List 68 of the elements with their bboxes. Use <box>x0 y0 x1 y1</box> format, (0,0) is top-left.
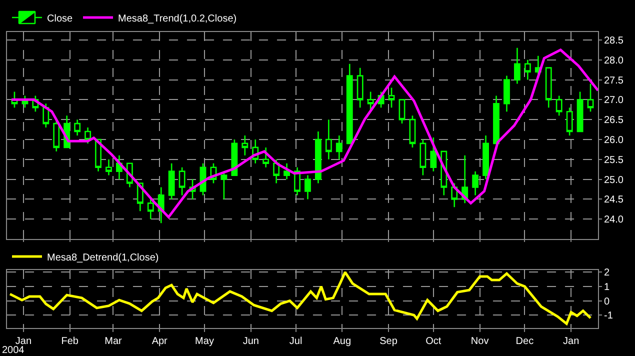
candlestick <box>587 83 594 112</box>
y-tick-label: 1 <box>604 282 610 293</box>
candlestick <box>545 67 552 108</box>
candlestick <box>493 95 500 144</box>
candlestick <box>398 99 406 124</box>
candlestick <box>74 118 81 136</box>
legend-label: Mesa8_Detrend(1,Close) <box>47 252 159 264</box>
y-tick-label: 27.0 <box>604 95 624 106</box>
x-tick-label: Apr <box>152 336 168 347</box>
y-tick-label: 26.5 <box>604 115 624 126</box>
x-tick-label: Nov <box>470 336 489 347</box>
candlestick <box>514 47 520 84</box>
candlestick <box>346 63 353 144</box>
candlestick <box>231 138 238 176</box>
candlestick <box>482 134 489 180</box>
x-tick-label: Mar <box>104 336 123 347</box>
line-series <box>8 270 592 325</box>
y-tick-label: 24.5 <box>604 194 624 206</box>
candlestick <box>420 138 426 176</box>
x-tick-label: Jul <box>289 336 302 347</box>
y-tick-label: 26.0 <box>604 134 624 146</box>
candlestick <box>262 146 270 168</box>
candlestick <box>336 134 342 160</box>
candlestick <box>168 162 175 200</box>
x-tick-label: Aug <box>333 336 352 347</box>
candlestick <box>576 91 584 132</box>
y-tick-label: 2 <box>604 268 610 279</box>
candlestick <box>242 134 248 156</box>
candlestick <box>388 87 395 108</box>
legend-label: Mesa8_Trend(1,0.2,Close) <box>118 13 237 24</box>
y-tick-label: 0 <box>604 296 610 308</box>
line-series <box>10 48 598 218</box>
candlestick <box>314 130 322 184</box>
candlestick <box>304 174 311 200</box>
candlestick <box>409 114 416 148</box>
y-tick-label: 24.0 <box>604 214 624 226</box>
y-tick-label: 27.5 <box>604 75 624 86</box>
candlestick <box>504 75 510 112</box>
candlestick <box>273 158 280 184</box>
candlestick <box>147 198 154 220</box>
x-tick-label: Jan <box>563 336 580 347</box>
x-tick-label: Dec <box>516 336 534 347</box>
candlestick <box>430 136 437 172</box>
candlestick <box>356 67 364 108</box>
y-tick-label: 28.0 <box>604 55 624 66</box>
candlestick <box>566 106 573 136</box>
y-tick-label: 25.5 <box>604 154 624 166</box>
x-tick-label: Oct <box>426 336 442 347</box>
candlestick <box>325 118 332 160</box>
text: 2004 <box>2 345 25 356</box>
x-tick-label: May <box>195 336 214 347</box>
candlestick <box>106 158 112 176</box>
candlestick <box>524 59 531 80</box>
y-tick-label: 28.5 <box>604 35 624 46</box>
candlestick <box>178 166 186 196</box>
x-tick-label: Jan <box>15 336 32 347</box>
x-tick-label: Sep <box>380 336 398 347</box>
x-tick-label: Jun <box>242 336 259 347</box>
candlestick <box>53 118 60 152</box>
candlestick <box>220 170 228 200</box>
candlestick <box>472 170 479 196</box>
x-tick-label: Feb <box>61 336 79 347</box>
y-tick-label: -1 <box>604 310 614 322</box>
y-tick-label: 25.0 <box>604 174 624 186</box>
legend-label: Close <box>47 13 74 24</box>
candlestick <box>284 162 290 180</box>
candlestick <box>556 95 562 116</box>
candlestick <box>84 126 92 144</box>
